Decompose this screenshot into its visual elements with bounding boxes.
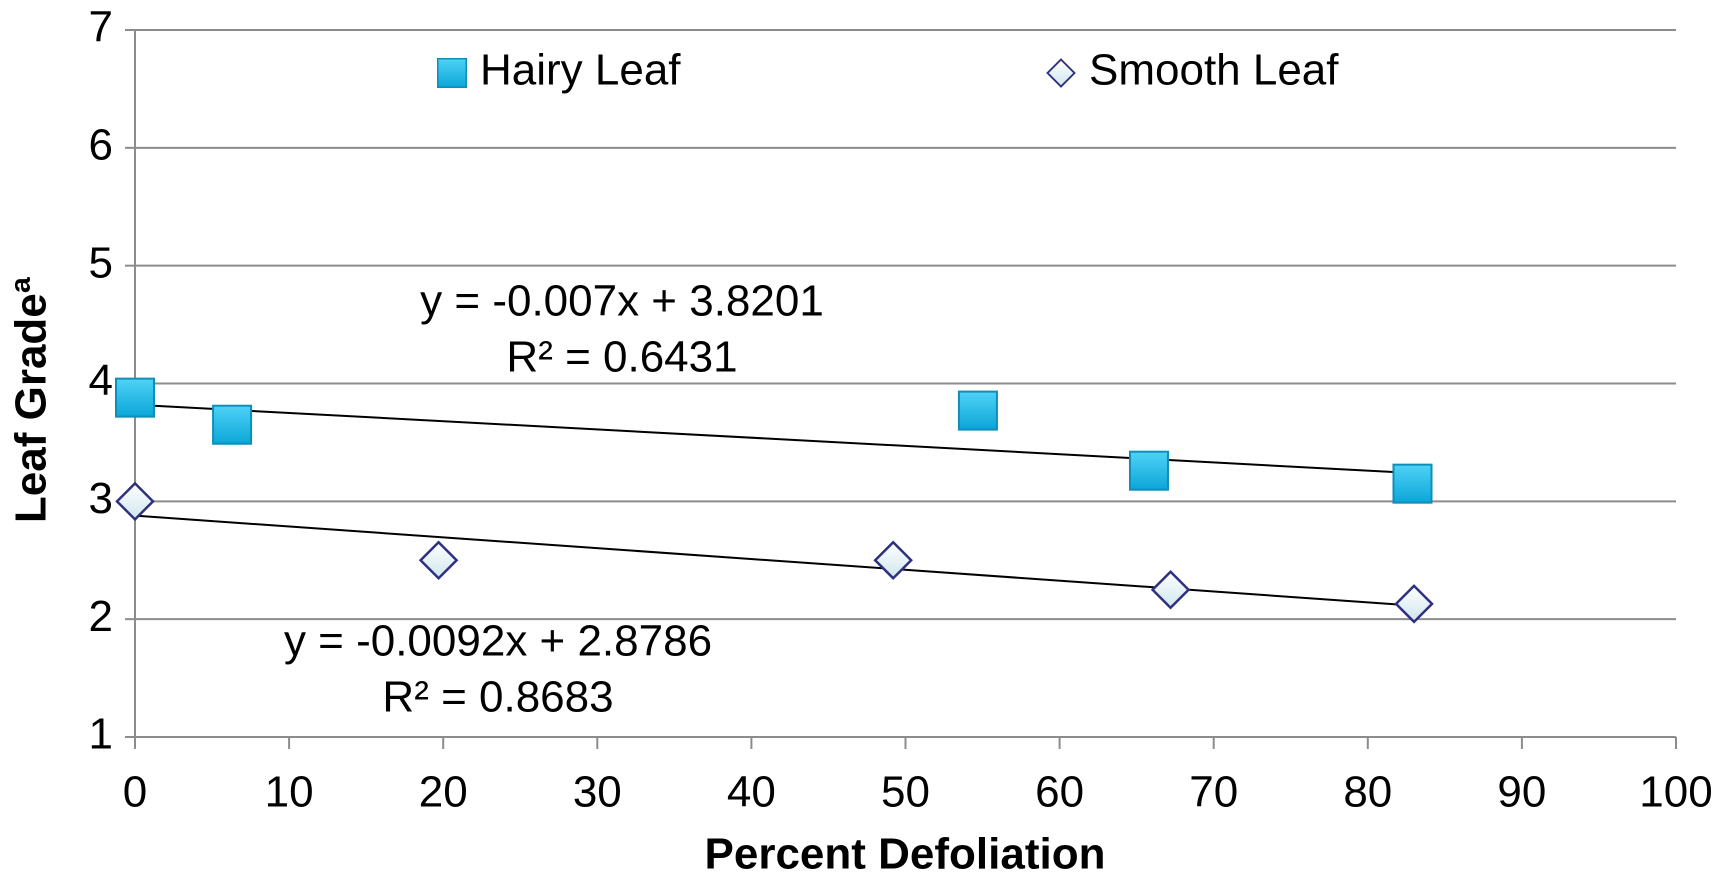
data-point: [115, 377, 155, 418]
x-tick-label: 90: [1497, 768, 1546, 817]
y-tick-label: 2: [89, 592, 113, 641]
x-tick-label: 0: [123, 768, 147, 817]
trendline-r2: R² = 0.6431: [506, 333, 737, 382]
x-tick-label: 100: [1639, 768, 1712, 817]
x-tick-label: 40: [727, 768, 776, 817]
data-point: [1128, 450, 1169, 491]
data-point: [212, 404, 253, 445]
legend-label: Hairy Leaf: [480, 46, 681, 95]
data-point: [873, 540, 913, 581]
data-point: [418, 540, 459, 581]
trendline-equation: y = -0.007x + 3.8201: [420, 277, 824, 326]
y-tick-label: 1: [89, 710, 113, 759]
y-tick-label: 3: [89, 474, 113, 523]
x-tick-label: 70: [1189, 768, 1238, 817]
x-tick-label: 30: [573, 768, 622, 817]
data-point: [1394, 584, 1434, 624]
y-tick-label: 7: [89, 3, 113, 52]
data-point: [115, 481, 155, 522]
y-tick-label: 5: [89, 238, 113, 287]
x-tick-label: 60: [1035, 768, 1084, 817]
trendline-r2: R² = 0.8683: [382, 673, 613, 722]
x-axis-title: Percent Defoliation: [705, 830, 1106, 878]
x-tick-label: 50: [881, 768, 930, 817]
y-tick-label: 6: [89, 120, 113, 169]
y-axis-title: Leaf Gradeª: [7, 276, 56, 523]
legend-label: Smooth Leaf: [1089, 46, 1339, 95]
data-point: [957, 390, 998, 431]
legend-marker: [1046, 58, 1076, 88]
trendline: [134, 403, 1413, 475]
x-tick-label: 80: [1343, 768, 1392, 817]
y-tick-label: 4: [89, 356, 113, 405]
legend-marker: [437, 58, 467, 88]
data-point: [1392, 463, 1433, 504]
data-point: [1150, 569, 1191, 610]
x-tick-label: 20: [419, 768, 468, 817]
x-tick-label: 10: [265, 768, 314, 817]
trendline: [134, 514, 1415, 607]
trendline-equation: y = -0.0092x + 2.8786: [284, 617, 712, 666]
